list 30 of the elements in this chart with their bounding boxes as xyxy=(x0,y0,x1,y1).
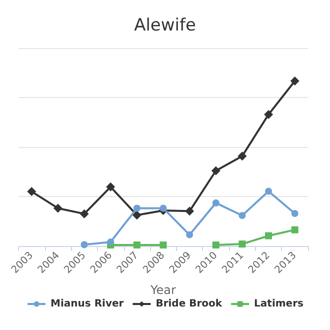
point xyxy=(290,76,300,86)
point xyxy=(133,242,140,249)
point xyxy=(186,231,194,238)
legend-label: Mianus River xyxy=(50,298,124,310)
point xyxy=(106,182,116,192)
point xyxy=(211,166,220,176)
point xyxy=(265,232,272,240)
point xyxy=(160,242,167,249)
point xyxy=(133,204,140,212)
point xyxy=(212,199,220,206)
point xyxy=(265,188,272,195)
legend-label: Bride Brook xyxy=(156,298,222,310)
point xyxy=(212,242,220,249)
point xyxy=(53,204,62,213)
chart-title: Alewife xyxy=(134,16,196,36)
x-axis-title: Year xyxy=(150,283,176,297)
point xyxy=(160,204,167,212)
point xyxy=(291,226,298,234)
legend-label: Latimers xyxy=(254,298,304,310)
point xyxy=(238,240,246,248)
point xyxy=(238,152,247,161)
point xyxy=(291,210,298,217)
point xyxy=(80,241,88,248)
point xyxy=(80,209,89,218)
point xyxy=(132,210,142,220)
point xyxy=(238,212,246,219)
point xyxy=(185,206,194,216)
point xyxy=(264,110,274,119)
point xyxy=(107,238,114,246)
point xyxy=(27,187,36,196)
